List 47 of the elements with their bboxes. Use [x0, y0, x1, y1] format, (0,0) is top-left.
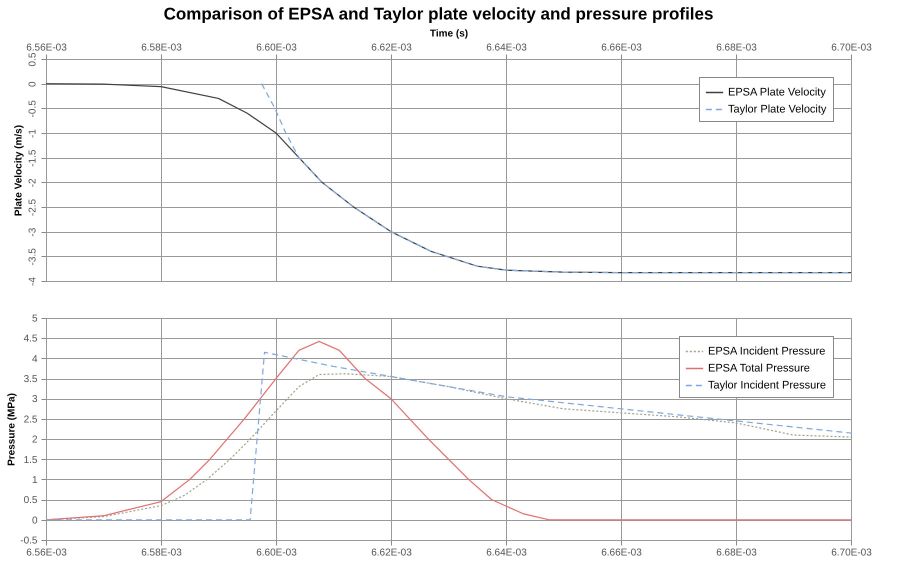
x-tick-label: 6.56E-03 — [26, 42, 68, 54]
y-tick-label: 4.5 — [24, 334, 38, 345]
y-tick-label: 2.5 — [24, 414, 38, 426]
y-tick-label: -0.5 — [20, 536, 38, 546]
y-tick-label: -1 — [28, 128, 38, 138]
y-tick-label: 4 — [32, 354, 38, 365]
x-tick-label: 6.66E-03 — [601, 42, 642, 54]
legend-label: Taylor Plate Velocity — [728, 104, 827, 116]
chart-title: Comparison of EPSA and Taylor plate velocity and pressure profiles — [164, 4, 714, 24]
legend-label: Taylor Incident Pressure — [708, 380, 826, 392]
x-tick-label: 6.58E-03 — [141, 42, 182, 54]
y-tick-label: 5 — [32, 314, 38, 324]
x-tick-label: 6.62E-03 — [371, 42, 412, 54]
y-tick-label: -4 — [28, 276, 38, 286]
y-axis-title: Plate Velocity (m/s) — [14, 124, 24, 216]
x-tick-label: 6.66E-03 — [601, 548, 642, 558]
y-tick-label: 0.5 — [28, 52, 38, 66]
legend-label: EPSA Incident Pressure — [708, 346, 826, 358]
x-tick-label: 6.60E-03 — [256, 548, 298, 558]
y-tick-label: 0 — [32, 515, 38, 526]
x-tick-label: 6.68E-03 — [716, 548, 758, 558]
x-tick-label: 6.68E-03 — [716, 42, 758, 54]
y-axis-title: Pressure (MPa) — [6, 393, 18, 466]
y-tick-label: 2 — [32, 434, 38, 446]
legend-label: EPSA Plate Velocity — [728, 86, 826, 98]
x-axis-title: Time (s) — [430, 28, 468, 40]
x-tick-label: 6.70E-03 — [831, 42, 872, 54]
y-tick-label: 0 — [28, 80, 38, 87]
x-tick-label: 6.56E-03 — [26, 548, 68, 558]
y-tick-label: -0.5 — [28, 100, 38, 118]
x-tick-label: 6.58E-03 — [141, 548, 182, 558]
y-tick-label: 3.5 — [24, 374, 38, 386]
legend-label: EPSA Total Pressure — [708, 362, 810, 374]
y-tick-label: -3.5 — [28, 248, 38, 266]
y-tick-label: 0.5 — [24, 495, 38, 506]
y-tick-label: -2 — [28, 178, 38, 188]
x-tick-label: 6.64E-03 — [486, 42, 528, 54]
y-tick-label: -3 — [28, 227, 38, 237]
x-tick-label: 6.60E-03 — [256, 42, 298, 54]
x-tick-label: 6.64E-03 — [486, 548, 528, 558]
x-tick-label: 6.62E-03 — [371, 548, 412, 558]
y-tick-label: -2.5 — [28, 198, 38, 216]
y-tick-label: 1.5 — [24, 454, 38, 466]
x-tick-label: 6.70E-03 — [831, 548, 872, 558]
y-tick-label: -1.5 — [28, 149, 38, 167]
y-tick-label: 3 — [32, 394, 38, 406]
y-tick-label: 1 — [32, 474, 38, 486]
